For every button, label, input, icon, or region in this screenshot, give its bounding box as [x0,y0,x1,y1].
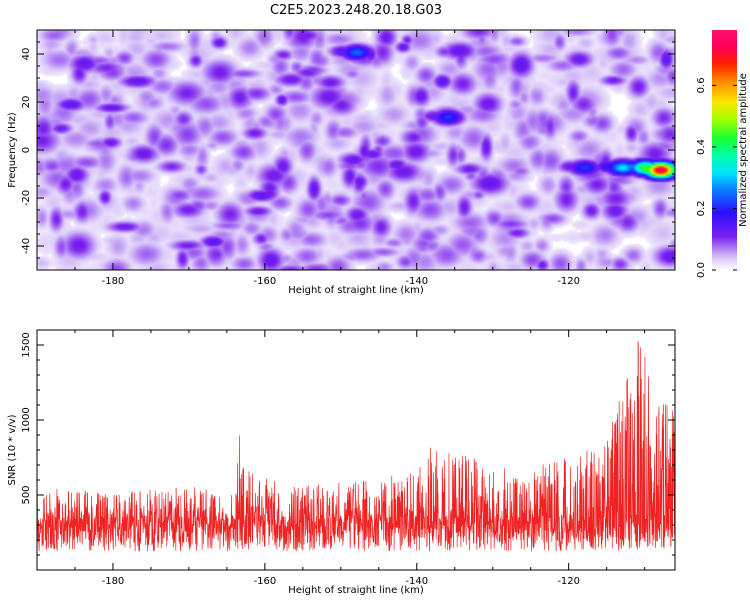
heatmap-image [37,30,675,270]
colorbar-tick-label: 0.4 [696,139,707,155]
colorbar-ticks: 0.0 0.2 0.4 0.6 [696,77,737,278]
snr-y-ticks: 500 1000 1500 [21,329,675,571]
colorbar-label: Normalized spectral amplitude [738,73,749,227]
x-tick-label: -160 [254,276,277,287]
heatmap-y-ticks: -40 -20 0 20 40 [21,29,675,271]
snr-frame [36,329,676,571]
colorbar-tick-label: 0.2 [696,201,707,217]
y-tick-label: 0 [21,147,32,153]
x-tick-label: -180 [102,576,125,587]
snr-x-ticks: -180 -160 -140 -120 [36,330,646,587]
colorbar: 0.0 0.2 0.4 0.6 Normalized spectral amplitu… [696,30,749,278]
heatmap-x-ticks: -180 -160 -140 -120 [36,30,646,287]
y-tick-label: 1500 [21,332,32,357]
y-tick-label: 20 [21,96,32,109]
colorbar-tick-label: 0.6 [696,77,707,93]
y-tick-label: 500 [21,485,32,504]
y-tick-label: 1000 [21,407,32,432]
x-tick-label: -160 [254,576,277,587]
colorbar-gradient [712,30,737,270]
snr-series-line [37,341,675,552]
heatmap-y-label: Frequency (Hz) [7,112,18,188]
heatmap-plot-area [37,30,675,270]
x-tick-label: -120 [557,276,580,287]
x-tick-label: -180 [102,276,125,287]
x-tick-label: -120 [557,576,580,587]
chart-title: C2E5.2023.248.20.18.G03 [270,3,442,18]
x-tick-label: -140 [405,276,428,287]
y-tick-label: -20 [21,190,32,206]
y-tick-label: -40 [21,238,32,254]
heatmap-panel: -180 -160 -140 -120 -40 -20 0 20 40 Height of s… [7,29,676,296]
snr-y-label: SNR (10 * v/v) [7,414,18,485]
colorbar-tick-label: 0.0 [696,262,707,278]
heatmap-x-label: Height of straight line (km) [288,285,424,296]
snr-x-label: Height of straight line (km) [288,585,424,596]
y-tick-label: 40 [21,48,32,61]
x-tick-label: -140 [405,576,428,587]
snr-panel: -180 -160 -140 -120 500 1000 1500 Height of s… [7,329,676,596]
